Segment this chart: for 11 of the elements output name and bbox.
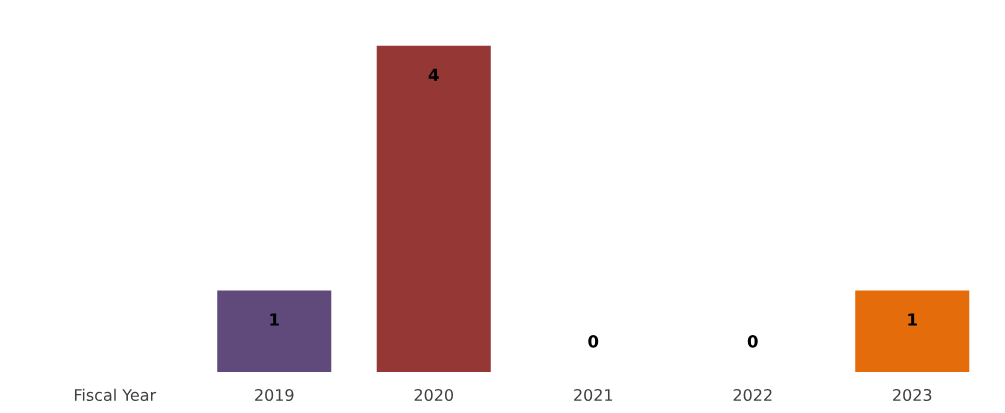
x-tick-label: 2019 <box>255 388 294 402</box>
x-tick-label: 2023 <box>893 388 932 402</box>
data-label: 0 <box>747 335 758 348</box>
x-tick-label: Fiscal Year <box>74 388 157 402</box>
x-tick-label: 2022 <box>733 388 772 402</box>
x-tick-label: 2020 <box>414 388 454 402</box>
data-label: 1 <box>908 313 917 326</box>
data-label: 1 <box>270 313 279 326</box>
data-label: 0 <box>588 335 599 348</box>
x-tick-label: 2021 <box>574 388 613 402</box>
data-label: 4 <box>428 68 439 81</box>
